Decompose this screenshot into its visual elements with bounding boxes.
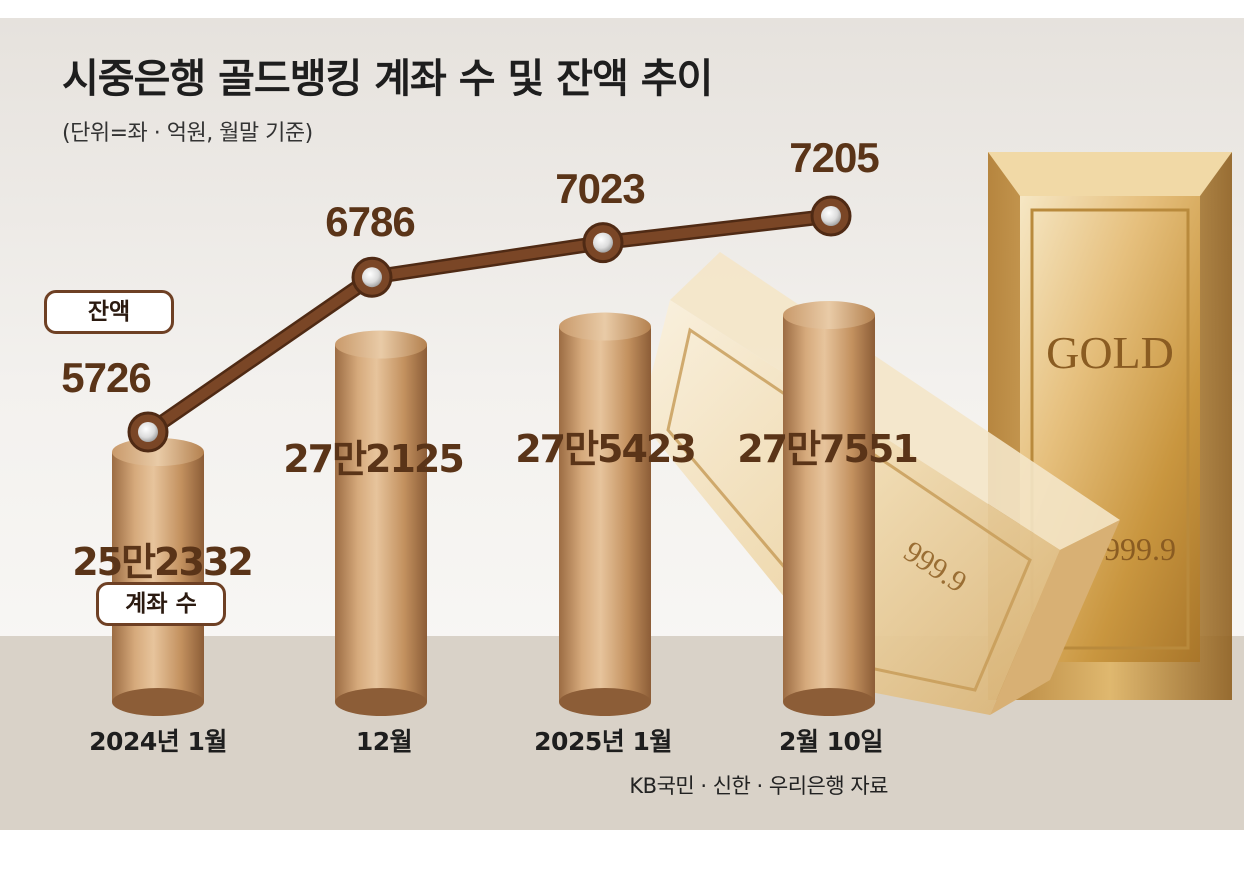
legend-accounts: 계좌 수	[96, 582, 226, 626]
gold-bar-title-text: GOLD	[1046, 327, 1174, 378]
line-point-0	[127, 411, 169, 453]
balance-label-1: 6786	[325, 198, 414, 245]
line-point-2	[582, 222, 624, 264]
line-point-1	[351, 256, 393, 298]
line-balance	[143, 211, 836, 437]
bars-layer	[112, 301, 875, 716]
chart-subtitle: (단위=좌 · 억원, 월말 기준)	[62, 121, 313, 146]
source-note: KB국민 · 신한 · 우리은행 자료	[629, 774, 888, 798]
bar-accounts-2	[559, 312, 651, 716]
x-tick-label-0: 2024년 1월	[89, 727, 227, 756]
accounts-label-2: 27만5423	[515, 427, 695, 471]
accounts-label-3: 27만7551	[737, 427, 917, 471]
x-tick-label-3: 2월 10일	[779, 727, 883, 756]
x-tick-label-2: 2025년 1월	[534, 727, 672, 756]
labels-layer: 5726 6786 7023 7205 25만2332 27만2125 27만5423 27만…	[61, 134, 919, 756]
bar-accounts-3	[783, 301, 875, 716]
gold-bar-back-purity-text: 999.9	[1104, 531, 1176, 567]
balance-label-0: 5726	[61, 354, 150, 401]
legend-balance: 잔액	[44, 290, 174, 334]
balance-label-2: 7023	[555, 165, 644, 212]
x-tick-label-1: 12월	[356, 727, 412, 756]
gold-bar-upright-illustration: GOLD 999.9	[988, 152, 1232, 700]
accounts-label-1: 27만2125	[283, 437, 463, 481]
bar-accounts-1	[335, 330, 427, 716]
chart-title: 시중은행 골드뱅킹 계좌 수 및 잔액 추이	[62, 56, 713, 102]
accounts-label-0: 25만2332	[72, 540, 252, 584]
line-point-3	[810, 195, 852, 237]
balance-label-3: 7205	[789, 134, 879, 181]
line-layer	[127, 195, 852, 453]
